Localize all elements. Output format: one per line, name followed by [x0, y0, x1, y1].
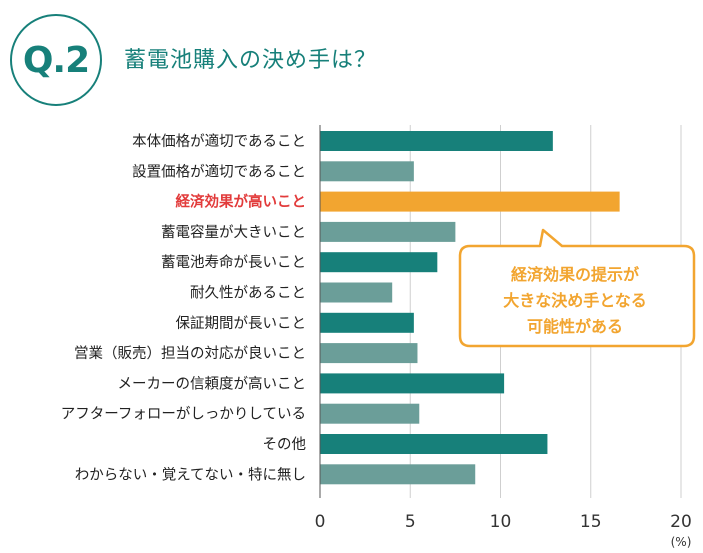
page-title: 蓄電池購入の決め手は？	[124, 48, 378, 73]
bar	[320, 373, 505, 394]
category-label: その他	[263, 436, 307, 453]
category-label: 設置価格が適切であること	[132, 162, 306, 180]
bar	[320, 434, 548, 454]
x-tick-label: 10	[490, 512, 512, 532]
bar	[320, 403, 420, 424]
bar	[320, 312, 414, 333]
bar	[320, 131, 553, 151]
callout-line: 経済効果の提示が	[510, 265, 639, 284]
bar	[320, 221, 456, 242]
question-number-badge: Q.2	[10, 14, 102, 106]
category-label: 耐久性があること	[190, 285, 306, 302]
category-label: 蓄電池寿命が長いこと	[161, 253, 306, 271]
bar	[320, 191, 620, 212]
callout-line: 可能性がある	[526, 317, 623, 336]
bar	[320, 343, 418, 364]
category-label: わからない・覚えてない・特に無し	[75, 466, 306, 483]
callout-text: 経済効果の提示が 大きな決め手となる 可能性がある	[462, 262, 688, 340]
bar	[320, 282, 393, 303]
x-axis-unit: (%)	[671, 535, 692, 549]
category-label: 経済効果が高いこと	[176, 193, 307, 211]
callout-line: 大きな決め手となる	[503, 291, 647, 310]
category-label: 営業（販売）担当の対応が良いこと	[74, 345, 306, 362]
x-tick-label: 15	[580, 512, 602, 532]
category-label: 保証期間が長いこと	[176, 315, 307, 332]
x-tick-label: 5	[405, 512, 416, 532]
bar	[320, 252, 438, 273]
bar	[320, 161, 414, 182]
category-label: 蓄電容量が大きいこと	[161, 224, 306, 241]
category-label: メーカーの信頼度が高いこと	[118, 375, 307, 392]
category-label: 本体価格が適切であること	[132, 132, 306, 150]
callout-bubble	[458, 228, 696, 348]
bar	[320, 464, 476, 485]
x-tick-label: 0	[315, 512, 326, 532]
category-label: アフターフォローがしっかりしている	[61, 406, 306, 423]
x-tick-label: 20	[670, 512, 692, 532]
